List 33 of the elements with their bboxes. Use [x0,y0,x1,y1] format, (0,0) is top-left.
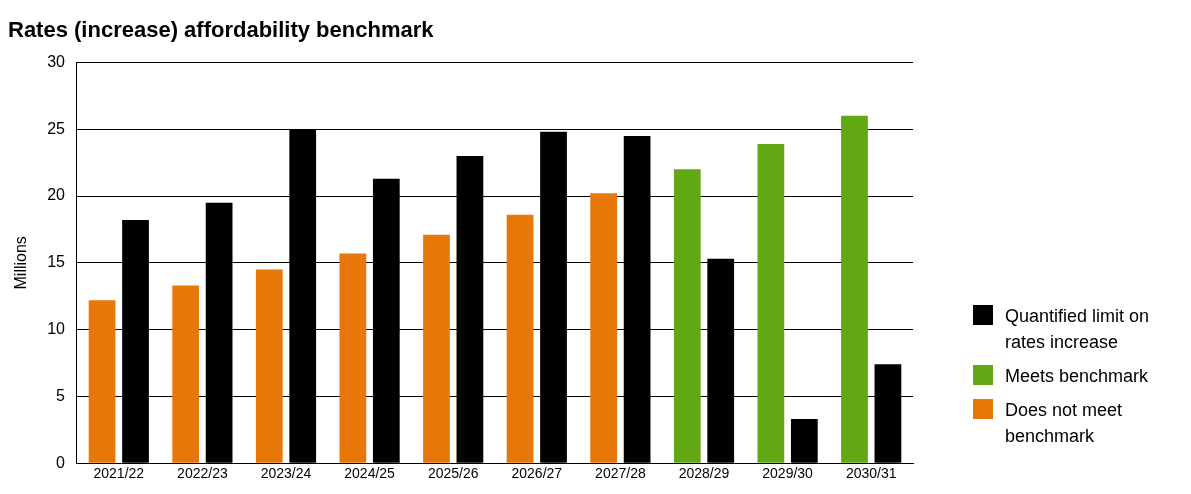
y-axis-title: Millions [12,236,30,290]
bar [339,253,367,463]
x-tick-label: 2022/23 [177,465,228,482]
x-tick-label: 2023/24 [260,465,312,482]
bar [841,115,868,463]
bar [757,143,785,463]
y-tick-label: 30 [47,52,66,70]
bar [255,269,283,463]
y-tick-label: 20 [47,186,66,204]
legend-label: Quantified limit on rates increase [1005,305,1151,354]
legend-label: Does not meet benchmark [1005,399,1124,448]
x-tick-label: 2026/27 [511,465,563,482]
bar [506,214,534,463]
x-tick-label: 2028/29 [678,465,730,482]
legend-label: Meets benchmark [1005,365,1149,388]
x-tick-label: 2024/25 [344,465,396,482]
bar [790,419,818,463]
y-tick-label: 0 [56,453,66,471]
x-tick-label: 2030/31 [845,465,897,482]
chart-title: Rates (increase) affordability benchmark [8,17,435,43]
bar [88,300,116,463]
bar [172,285,200,463]
y-tick-label: 15 [47,253,66,271]
x-tick-label: 2021/22 [93,465,145,482]
y-tick-label: 5 [56,386,66,404]
bar [590,193,618,463]
bar [673,169,701,463]
x-tick-label: 2027/28 [595,465,646,482]
y-tick-label: 10 [47,320,66,338]
bar [423,234,450,463]
x-tick-label: 2025/26 [427,465,479,482]
x-tick-label: 2029/30 [762,465,814,482]
y-tick-label: 25 [47,119,66,137]
